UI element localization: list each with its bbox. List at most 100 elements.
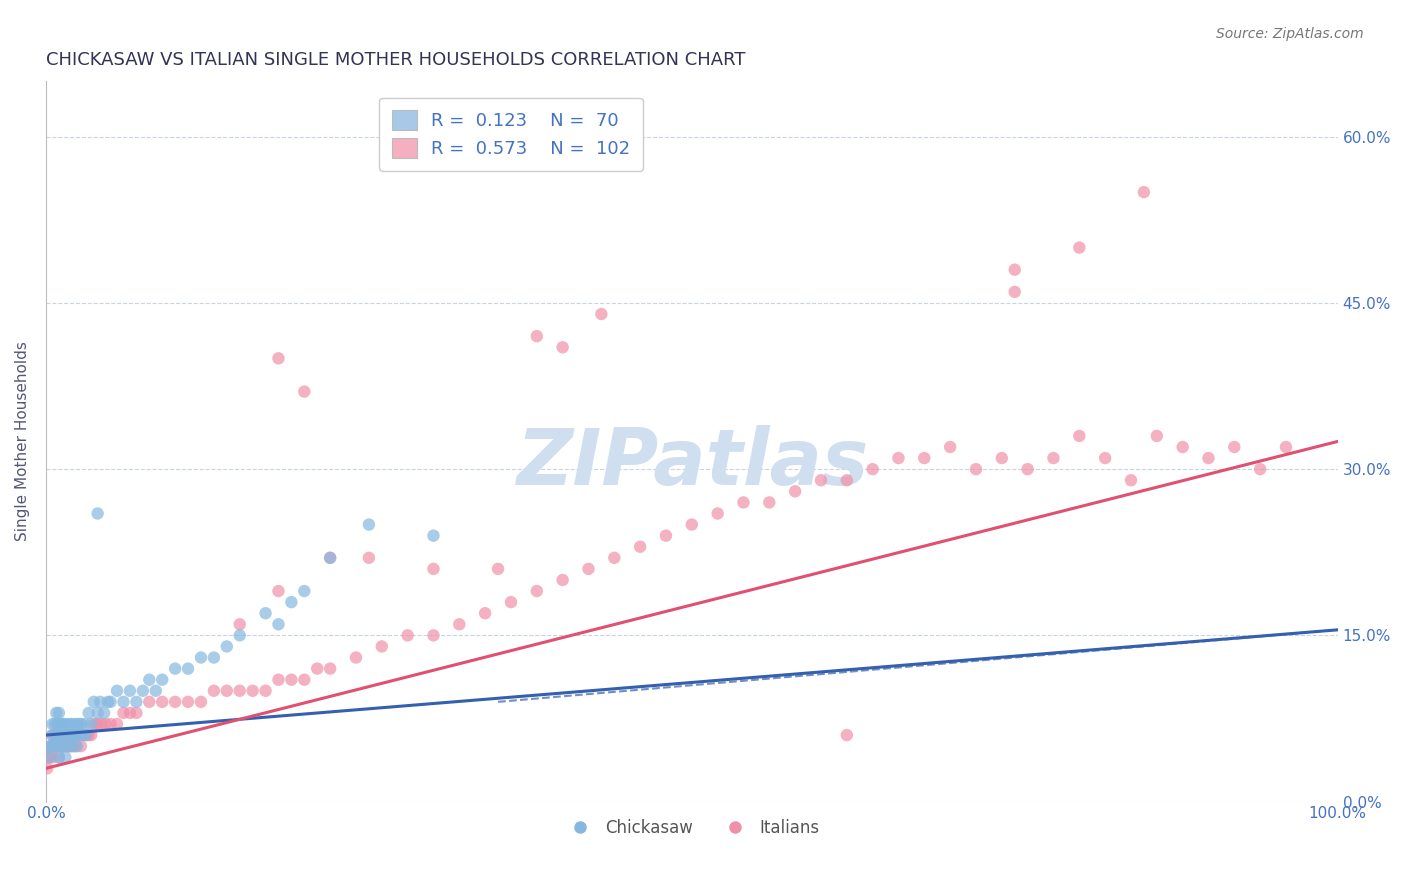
- Point: [551, 340, 574, 354]
- Point: [100, 717, 122, 731]
- Point: [44, 717, 66, 731]
- Point: [45, 739, 67, 754]
- Point: [51, 739, 73, 754]
- Point: [1017, 462, 1039, 476]
- Point: [45, 706, 67, 720]
- Point: [48, 706, 70, 720]
- Point: [48, 750, 70, 764]
- Text: Source: ZipAtlas.com: Source: ZipAtlas.com: [1216, 27, 1364, 41]
- Point: [912, 451, 935, 466]
- Point: [46, 717, 69, 731]
- Point: [80, 728, 103, 742]
- Point: [125, 706, 148, 720]
- Point: [578, 562, 600, 576]
- Point: [75, 728, 97, 742]
- Point: [65, 739, 87, 754]
- Point: [41, 728, 63, 742]
- Point: [39, 739, 62, 754]
- Point: [292, 584, 315, 599]
- Point: [835, 728, 858, 742]
- Point: [53, 739, 76, 754]
- Point: [449, 617, 471, 632]
- Point: [1249, 462, 1271, 476]
- Point: [1069, 241, 1091, 255]
- Point: [62, 739, 84, 754]
- Point: [145, 683, 167, 698]
- Point: [59, 739, 82, 754]
- Point: [254, 606, 277, 620]
- Y-axis label: Single Mother Households: Single Mother Households: [15, 342, 30, 541]
- Point: [1198, 451, 1220, 466]
- Point: [422, 628, 444, 642]
- Point: [551, 573, 574, 587]
- Point: [86, 507, 108, 521]
- Point: [70, 739, 93, 754]
- Point: [51, 717, 73, 731]
- Point: [1119, 473, 1142, 487]
- Point: [52, 739, 75, 754]
- Point: [1133, 185, 1156, 199]
- Point: [1069, 429, 1091, 443]
- Point: [83, 695, 105, 709]
- Point: [46, 728, 69, 742]
- Point: [37, 761, 59, 775]
- Point: [80, 717, 103, 731]
- Point: [1171, 440, 1194, 454]
- Text: ZIPatlas: ZIPatlas: [516, 425, 868, 501]
- Point: [486, 562, 509, 576]
- Point: [58, 728, 80, 742]
- Point: [150, 695, 173, 709]
- Point: [105, 683, 128, 698]
- Point: [228, 683, 250, 698]
- Point: [215, 640, 238, 654]
- Point: [1223, 440, 1246, 454]
- Point: [474, 606, 496, 620]
- Point: [125, 695, 148, 709]
- Point: [52, 717, 75, 731]
- Point: [319, 662, 342, 676]
- Point: [591, 307, 613, 321]
- Point: [965, 462, 987, 476]
- Point: [60, 728, 83, 742]
- Point: [58, 717, 80, 731]
- Point: [177, 695, 200, 709]
- Point: [758, 495, 780, 509]
- Point: [242, 683, 264, 698]
- Point: [39, 739, 62, 754]
- Point: [357, 517, 380, 532]
- Point: [100, 695, 122, 709]
- Point: [785, 484, 807, 499]
- Point: [38, 750, 60, 764]
- Point: [94, 717, 117, 731]
- Point: [835, 473, 858, 487]
- Point: [991, 451, 1014, 466]
- Point: [215, 683, 238, 698]
- Point: [1004, 285, 1026, 299]
- Point: [280, 673, 302, 687]
- Point: [42, 739, 65, 754]
- Point: [118, 706, 141, 720]
- Point: [77, 706, 100, 720]
- Point: [422, 528, 444, 542]
- Point: [60, 739, 83, 754]
- Point: [138, 695, 160, 709]
- Point: [44, 728, 66, 742]
- Point: [307, 662, 329, 676]
- Point: [344, 650, 367, 665]
- Point: [46, 728, 69, 742]
- Point: [90, 717, 112, 731]
- Point: [38, 750, 60, 764]
- Point: [70, 728, 93, 742]
- Point: [84, 717, 107, 731]
- Point: [499, 595, 522, 609]
- Point: [41, 728, 63, 742]
- Point: [118, 683, 141, 698]
- Point: [63, 728, 86, 742]
- Point: [150, 673, 173, 687]
- Point: [280, 595, 302, 609]
- Point: [105, 717, 128, 731]
- Point: [1146, 429, 1168, 443]
- Legend: Chickasaw, Italians: Chickasaw, Italians: [557, 813, 827, 844]
- Point: [75, 728, 97, 742]
- Point: [202, 650, 225, 665]
